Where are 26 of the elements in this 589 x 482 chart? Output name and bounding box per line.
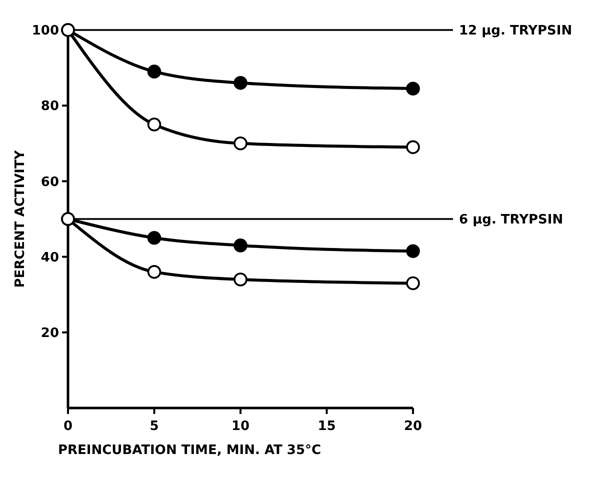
point — [234, 272, 248, 286]
x-tick-label: 20 — [404, 419, 422, 434]
point — [147, 118, 162, 132]
y-tick-label: 80 — [40, 99, 59, 114]
x-tick-label: 5 — [150, 419, 159, 434]
ref-line-label: 6 µg. TRYPSIN — [459, 212, 564, 228]
point — [406, 244, 420, 258]
point — [147, 231, 162, 245]
point — [147, 265, 162, 279]
point — [147, 64, 162, 78]
y-tick-label: 40 — [40, 250, 59, 266]
ref-line-label: 12 µg. TRYPSIN — [459, 24, 572, 39]
point — [234, 76, 248, 90]
x-tick-label: 10 — [231, 419, 250, 434]
x-axis-title: PREINCUBATION TIME, MIN. AT 35°C — [58, 443, 322, 458]
point — [406, 276, 420, 290]
point — [406, 140, 420, 154]
y-tick-label: 60 — [40, 174, 59, 190]
y-tick-label: 20 — [40, 326, 59, 341]
x-tick-label: 0 — [63, 419, 73, 434]
x-tick-label: 15 — [318, 419, 336, 434]
point — [234, 238, 248, 252]
point — [234, 136, 248, 150]
point — [406, 82, 420, 96]
y-axis-title: PERCENT ACTIVITY — [13, 150, 28, 288]
y-tick-label: 100 — [32, 24, 59, 39]
